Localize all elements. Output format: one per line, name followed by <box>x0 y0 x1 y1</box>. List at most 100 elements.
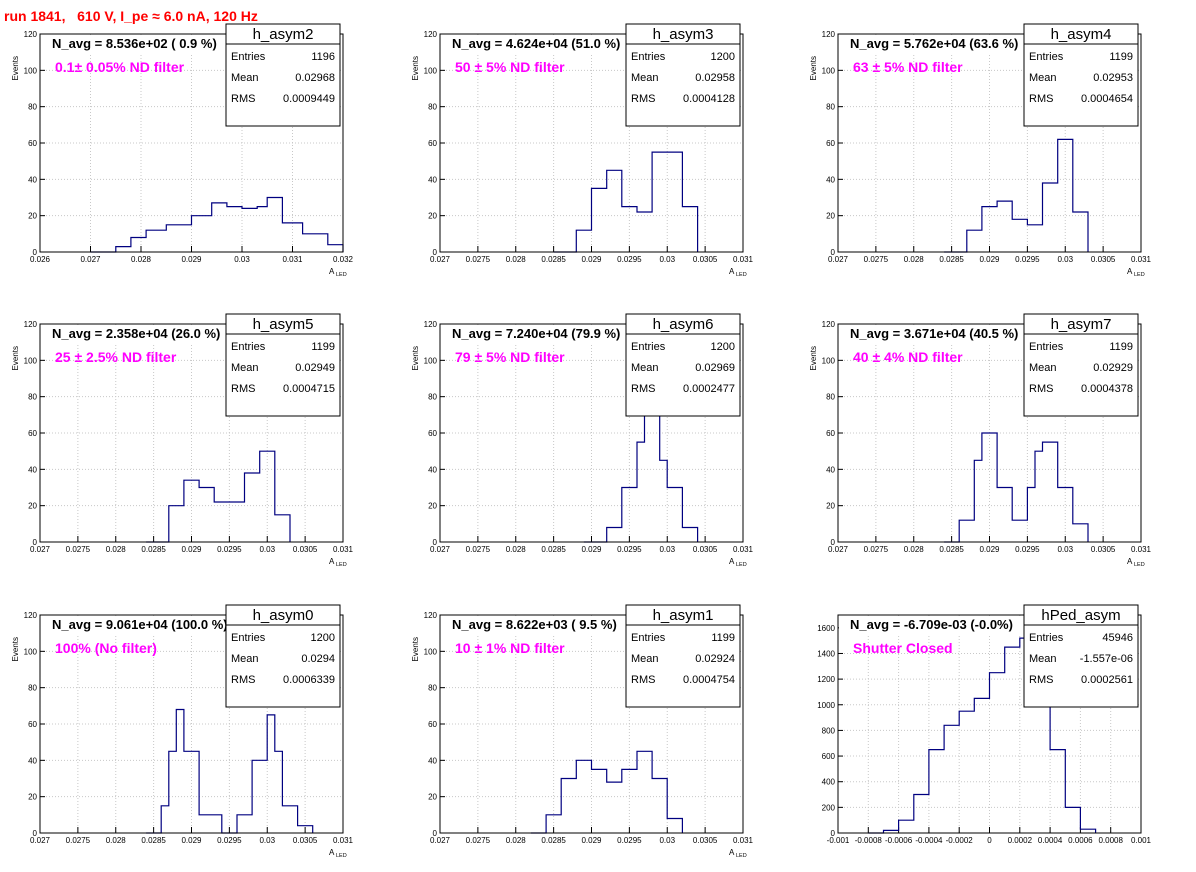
stat-label-entries: Entries <box>1029 51 1064 63</box>
x-tick-label: 0.027 <box>430 836 451 845</box>
y-tick-label: 80 <box>428 393 437 402</box>
x-tick-label: 0.029 <box>979 545 1000 554</box>
x-tick-label: 0.0275 <box>466 545 491 554</box>
navg-label: N_avg = 3.671e+04 (40.5 %) <box>850 326 1018 341</box>
y-tick-label: 1000 <box>817 701 835 710</box>
y-tick-label: 1600 <box>817 624 835 633</box>
stat-label-entries: Entries <box>231 51 266 63</box>
x-tick-label: 0.0285 <box>939 545 964 554</box>
x-tick-label: 0.0285 <box>541 545 566 554</box>
x-tick-label: 0.027 <box>828 255 849 264</box>
x-tick-label: 0.028 <box>506 545 527 554</box>
x-tick-label: 0.0305 <box>1091 255 1116 264</box>
y-tick-label: 80 <box>428 684 437 693</box>
stat-value-entries: 1200 <box>711 51 735 63</box>
stat-value-entries: 1199 <box>711 632 735 644</box>
histogram-name: h_asym7 <box>1051 316 1112 333</box>
y-tick-label: 20 <box>826 502 835 511</box>
y-tick-label: 40 <box>428 175 437 184</box>
x-tick-label: 0.029 <box>181 545 202 554</box>
stats-box-frame <box>1023 23 1139 127</box>
y-axis-label: Events <box>411 56 420 80</box>
filter-label: 25 ± 2.5% ND filter <box>55 349 177 365</box>
stat-label-entries: Entries <box>631 51 666 63</box>
y-tick-label: 40 <box>826 465 835 474</box>
histogram-panel-hPed_asym: -0.001 -0.0008 -0.0006 -0.0004 -0.0002 0 0.000… <box>817 604 1152 845</box>
navg-label: N_avg = 2.358e+04 (26.0 %) <box>52 326 220 341</box>
x-tick-label: 0.028 <box>506 836 527 845</box>
y-tick-label: 100 <box>424 356 438 365</box>
y-tick-label: 120 <box>24 30 38 39</box>
x-axis-label-subscript: LED <box>336 562 347 568</box>
x-tick-label: 0.031 <box>1131 545 1152 554</box>
y-tick-label: 120 <box>424 611 438 620</box>
x-tick-label: 0.0275 <box>466 255 491 264</box>
stat-label-mean: Mean <box>1029 653 1057 665</box>
histogram-panel-h_asym5: 0.027 0.0275 0.028 0.0285 0.029 0.0295 0.03 0.0… <box>11 313 354 568</box>
stat-value-mean: 0.02949 <box>295 362 335 374</box>
histogram-name: h_asym6 <box>653 316 714 333</box>
y-tick-label: 120 <box>24 611 38 620</box>
stat-label-rms: RMS <box>231 93 255 105</box>
y-tick-label: 60 <box>28 720 37 729</box>
x-axis-label: A <box>1127 267 1133 276</box>
y-tick-label: 20 <box>28 502 37 511</box>
histogram-panel-h_asym3: 0.027 0.0275 0.028 0.0285 0.029 0.0295 0.03 0.0… <box>411 23 754 278</box>
x-axis-label: A <box>329 557 335 566</box>
histogram-panel-h_asym1: 0.027 0.0275 0.028 0.0285 0.029 0.0295 0.03 0.0… <box>411 604 754 859</box>
stats-box: h_asym6 Entries 1200 Mean 0.02969 RMS 0.000247… <box>625 313 741 417</box>
stats-box: h_asym1 Entries 1199 Mean 0.02924 RMS 0.000475… <box>625 604 741 708</box>
y-tick-label: 80 <box>28 103 37 112</box>
y-tick-label: 0 <box>33 538 38 547</box>
stat-label-mean: Mean <box>631 653 659 665</box>
stat-value-mean: -1.557e-06 <box>1080 653 1133 665</box>
plot-frame <box>439 323 744 543</box>
navg-label: N_avg = 4.624e+04 (51.0 %) <box>452 36 620 51</box>
histogram-line <box>944 432 1089 543</box>
x-tick-label: 0.031 <box>333 545 354 554</box>
histogram-line <box>146 450 291 543</box>
x-tick-label: 0.027 <box>430 255 451 264</box>
y-tick-label: 60 <box>428 720 437 729</box>
y-tick-label: 80 <box>826 393 835 402</box>
y-tick-label: 40 <box>28 465 37 474</box>
x-tick-label: 0.0285 <box>541 255 566 264</box>
x-axis-label: A <box>729 557 735 566</box>
stat-label-mean: Mean <box>1029 362 1057 374</box>
stat-label-rms: RMS <box>1029 93 1053 105</box>
plot-frame <box>439 614 744 834</box>
x-tick-label: 0.03 <box>659 836 675 845</box>
stat-value-mean: 0.02929 <box>1093 362 1133 374</box>
x-axis-label-subscript: LED <box>736 853 747 859</box>
y-tick-label: 40 <box>428 465 437 474</box>
navg-box <box>839 616 1064 634</box>
x-tick-label: 0.03 <box>1057 545 1073 554</box>
stat-label-rms: RMS <box>1029 674 1053 686</box>
navg-box <box>441 35 666 53</box>
filter-label: 79 ± 5% ND filter <box>455 349 565 365</box>
stat-value-rms: 0.0002561 <box>1081 674 1133 686</box>
y-tick-label: 60 <box>826 139 835 148</box>
y-tick-label: 60 <box>28 139 37 148</box>
histogram-name: h_asym0 <box>253 607 314 624</box>
x-axis-label-subscript: LED <box>736 272 747 278</box>
y-tick-label: 200 <box>822 803 836 812</box>
histogram-panel-h_asym6: 0.027 0.0275 0.028 0.0285 0.029 0.0295 0.03 0.0… <box>411 313 754 568</box>
x-axis-label-subscript: LED <box>336 853 347 859</box>
x-tick-label: 0.0295 <box>617 545 642 554</box>
y-tick-label: 120 <box>424 320 438 329</box>
y-tick-label: 0 <box>831 829 836 838</box>
y-tick-label: 800 <box>822 726 836 735</box>
stat-label-mean: Mean <box>631 72 659 84</box>
stat-value-rms: 0.0006339 <box>283 674 335 686</box>
x-tick-label: 0.03 <box>659 545 675 554</box>
y-tick-label: 0 <box>433 538 438 547</box>
x-tick-label: 0.03 <box>1057 255 1073 264</box>
stat-value-mean: 0.02969 <box>695 362 735 374</box>
plot-frame <box>837 614 1142 834</box>
stat-value-mean: 0.02958 <box>695 72 735 84</box>
stats-box-frame <box>225 604 341 708</box>
y-tick-label: 100 <box>822 356 836 365</box>
x-tick-label: 0.027 <box>30 545 51 554</box>
